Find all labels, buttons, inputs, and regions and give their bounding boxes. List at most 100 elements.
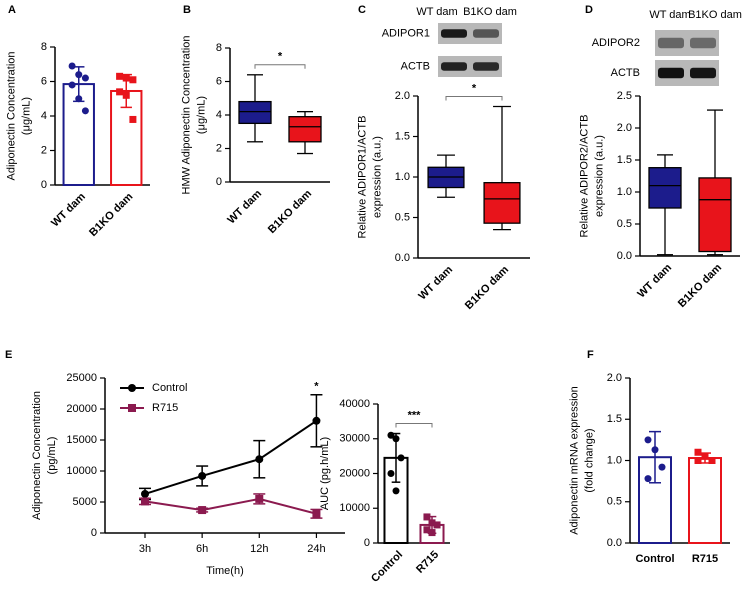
data-point — [68, 81, 76, 89]
y-axis-label: Relative ADIPOR1/ACTB — [356, 116, 368, 239]
y-tick-label: 1.5 — [617, 154, 632, 166]
y-axis-label: (μg/mL) — [196, 96, 208, 134]
y-tick-label: 1.0 — [607, 454, 622, 466]
blot-band — [441, 29, 467, 38]
x-axis-label: Time(h) — [206, 565, 243, 577]
data-point — [651, 446, 659, 454]
y-tick-label: 20000 — [339, 467, 370, 479]
significance-label: * — [472, 82, 477, 94]
significance-label: * — [278, 51, 283, 63]
y-tick-label: 0.0 — [607, 537, 622, 549]
x-tick-label: WT dam — [416, 264, 455, 303]
blot-background — [438, 23, 502, 44]
box — [698, 177, 732, 253]
panel-letter: D — [585, 4, 593, 16]
line — [144, 497, 317, 515]
blot-band — [658, 67, 684, 79]
y-tick-label: 10000 — [339, 502, 370, 514]
bar — [688, 457, 722, 544]
x-tick-label: R715 — [692, 553, 718, 565]
y-tick-label: 6 — [41, 75, 47, 87]
significance-bracket — [395, 423, 433, 428]
legend-marker — [128, 404, 136, 412]
y-axis-label: (fold change) — [583, 428, 595, 492]
data-point — [433, 521, 441, 529]
data-point — [255, 494, 264, 503]
y-tick-label: 0 — [91, 527, 97, 539]
data-point — [387, 470, 395, 477]
y-axis-label: AUC (pg.h/mL) — [319, 437, 331, 510]
blot-row-label: ACTB — [401, 60, 430, 72]
x-tick-label: R715 — [414, 549, 441, 576]
y-tick-label: 30000 — [339, 433, 370, 445]
data-point — [312, 509, 321, 518]
y-axis-label: Adiponectin Concentration — [31, 391, 43, 520]
x-tick-label: Control — [635, 553, 674, 565]
y-tick-label: 8 — [41, 41, 47, 53]
blot-band — [690, 37, 716, 49]
blot-background — [438, 56, 502, 77]
y-axis-label: expression (a.u.) — [371, 136, 383, 218]
line — [144, 419, 317, 495]
y-tick-label: 2.0 — [395, 90, 410, 102]
y-axis-label: Relative ADIPOR2/ACTB — [578, 115, 590, 238]
y-tick-label: 6 — [216, 75, 222, 87]
y-axis-label: expression (a.u.) — [593, 135, 605, 217]
data-point — [312, 416, 321, 425]
data-point — [392, 487, 400, 495]
x-tick-label: 3h — [139, 543, 151, 555]
blot-lane-label: WT dam — [416, 6, 457, 18]
data-point — [255, 455, 264, 464]
data-point — [708, 457, 716, 464]
y-tick-label: 2 — [41, 144, 47, 156]
y-tick-label: 2.5 — [617, 90, 632, 102]
blot-band — [658, 37, 684, 49]
blot-band — [690, 67, 716, 79]
y-tick-label: 0 — [364, 537, 370, 549]
legend-label: Control — [152, 382, 187, 394]
y-tick-label: 0.0 — [395, 252, 410, 264]
y-tick-label: 0.0 — [617, 250, 632, 262]
x-tick-label: B1KO dam — [87, 191, 135, 239]
data-point — [387, 431, 395, 439]
data-point — [81, 74, 89, 82]
x-tick-label: Control — [369, 549, 405, 585]
data-point — [198, 506, 207, 515]
y-tick-label: 1.5 — [395, 130, 410, 142]
panel-letter: A — [8, 4, 16, 16]
y-tick-label: 0 — [216, 176, 222, 188]
panel-letter: E — [5, 349, 12, 361]
data-point — [694, 457, 702, 464]
blot-lane-label: B1KO dam — [463, 6, 517, 18]
data-point — [75, 71, 83, 79]
y-tick-label: 20000 — [66, 403, 97, 415]
data-point — [423, 513, 431, 521]
panel-letter: F — [587, 349, 594, 361]
data-point — [198, 471, 207, 480]
data-point — [116, 72, 124, 80]
data-point — [81, 107, 89, 115]
data-point — [75, 95, 83, 103]
data-point — [141, 497, 149, 506]
panel-letter: C — [358, 4, 366, 16]
x-tick-label: B1KO dam — [463, 264, 511, 312]
data-point — [122, 74, 130, 82]
significance-label: * — [314, 381, 319, 393]
blot-band — [473, 29, 499, 38]
y-tick-label: 1.0 — [617, 186, 632, 198]
data-point — [129, 76, 137, 84]
y-axis-label: Adiponectin mRNA expression — [568, 386, 580, 535]
y-axis-label: (μg/mL) — [21, 97, 33, 135]
x-tick-label: B1KO dam — [266, 188, 314, 236]
legend-label: R715 — [152, 402, 178, 414]
y-tick-label: 1.0 — [395, 171, 410, 183]
blot-band — [441, 62, 467, 71]
box — [483, 182, 521, 224]
y-tick-label: 8 — [216, 42, 222, 54]
x-tick-label: WT dam — [635, 262, 674, 301]
significance-bracket — [254, 64, 306, 69]
data-point — [694, 448, 702, 456]
box — [288, 116, 322, 143]
y-tick-label: 0.5 — [395, 211, 410, 223]
